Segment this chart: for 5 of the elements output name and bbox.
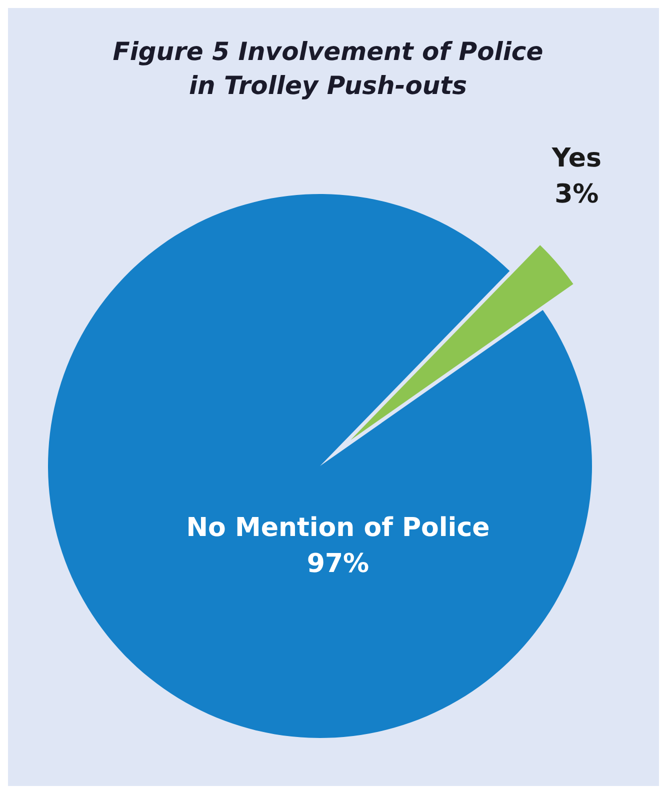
slice-label: No Mention of Police bbox=[186, 513, 490, 543]
chart-title: Figure 5 Involvement of Police in Trolley Push-outs bbox=[112, 37, 544, 100]
data-label: 3% bbox=[554, 180, 599, 210]
slice-label: Yes bbox=[550, 144, 602, 174]
data-label: 97% bbox=[306, 549, 370, 579]
